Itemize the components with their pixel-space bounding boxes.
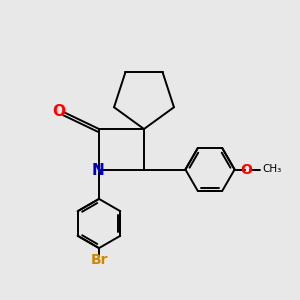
Text: O: O [52,104,66,119]
Text: O: O [240,163,252,176]
Text: N: N [92,163,105,178]
Text: Br: Br [90,253,108,267]
Text: CH₃: CH₃ [262,164,282,175]
